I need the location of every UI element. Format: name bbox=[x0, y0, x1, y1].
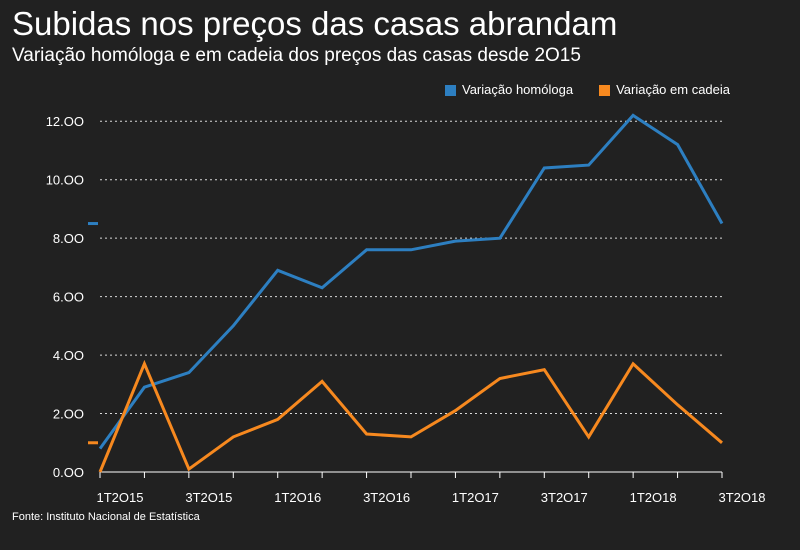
x-tick-label: 1T2O15 bbox=[97, 490, 144, 505]
legend-item-cadeia: Variação em cadeia bbox=[599, 82, 730, 98]
source-note: Fonte: Instituto Nacional de Estatística bbox=[12, 511, 200, 523]
y-tick-label: 4.OO bbox=[53, 348, 84, 363]
legend-item-homologa: Variação homóloga bbox=[445, 82, 573, 98]
legend-label-homologa: Variação homóloga bbox=[462, 82, 574, 97]
y-tick-label: 0.OO bbox=[53, 465, 84, 480]
y-tick-label: 2.OO bbox=[53, 407, 84, 422]
legend: Variação homóloga Variação em cadeia bbox=[445, 82, 730, 98]
x-tick-label: 3T2O18 bbox=[719, 490, 766, 505]
x-tick-label: 3T2O17 bbox=[541, 490, 588, 505]
series-lines bbox=[98, 113, 724, 473]
series-line-variacao-em-cadeia bbox=[98, 359, 723, 473]
axis-value-markers bbox=[88, 222, 98, 445]
x-axis: 1T2O15 3T2O15 1T2O16 3T2O16 1T2O17 3T2O17 1T2O… bbox=[97, 471, 766, 505]
y-axis-tick-labels: 0.OO 2.OO 4.OO 6.OO 8.OO 10.OO 12.OO bbox=[46, 114, 84, 480]
series-line-variacao-homologa bbox=[98, 113, 724, 450]
y-tick-label: 10.OO bbox=[46, 173, 84, 188]
x-tick-label: 1T2O18 bbox=[630, 490, 677, 505]
x-tick-label: 1T2O16 bbox=[274, 490, 321, 505]
y-tick-label: 12.OO bbox=[46, 114, 84, 129]
legend-swatch-cadeia bbox=[599, 84, 611, 96]
chart-subtitle: Variação homóloga e em cadeia dos preços… bbox=[12, 45, 581, 66]
y-tick-label: 6.OO bbox=[53, 290, 84, 305]
grid-lines bbox=[100, 120, 722, 415]
chart-title: Subidas nos preços das casas abrandam bbox=[12, 5, 618, 42]
x-tick-label: 3T2O15 bbox=[185, 490, 232, 505]
x-tick-label: 3T2O16 bbox=[363, 490, 410, 505]
y-tick-label: 8.OO bbox=[53, 231, 84, 246]
x-tick-label: 1T2O17 bbox=[452, 490, 499, 505]
legend-swatch-homologa bbox=[445, 84, 456, 96]
legend-label-cadeia: Variação em cadeia bbox=[616, 82, 730, 97]
